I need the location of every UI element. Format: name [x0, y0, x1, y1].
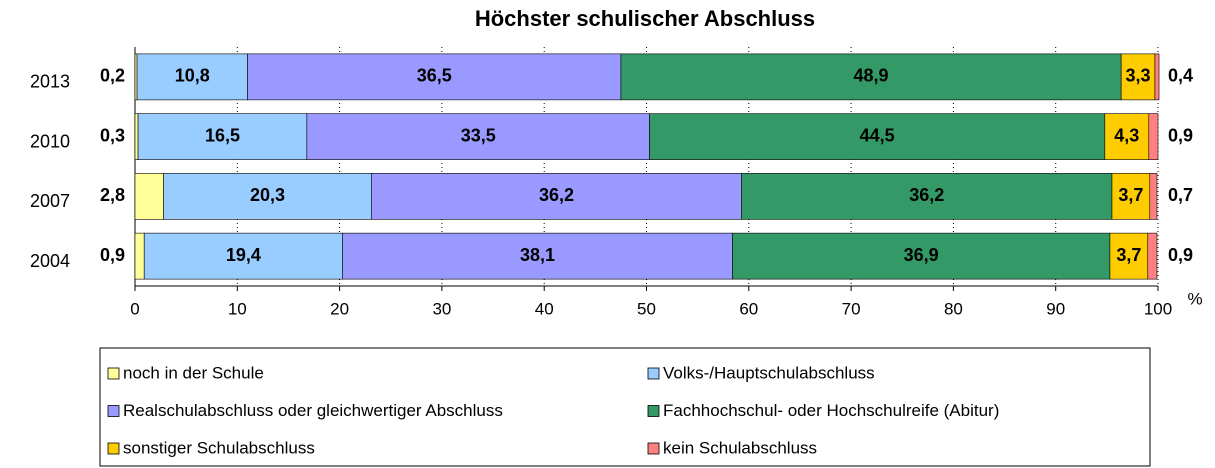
legend-swatch [647, 367, 660, 380]
x-tick-label: 80 [944, 299, 963, 318]
data-label: 33,5 [461, 125, 496, 145]
bar-segment [134, 232, 145, 280]
bar-segment [134, 113, 139, 160]
y-tick-label: 2013 [30, 72, 70, 92]
bar-segment [1120, 53, 1156, 101]
data-label: 0,3 [100, 125, 125, 145]
legend-swatch [107, 405, 120, 417]
legend [99, 347, 1151, 467]
bar-segment [1111, 173, 1151, 220]
bar-segment [1149, 173, 1158, 220]
bar-segment [1104, 113, 1150, 160]
legend-swatch [647, 442, 660, 455]
bar-segment [649, 113, 1106, 160]
bar-segment [137, 113, 308, 160]
x-tick-label: 60 [739, 299, 758, 318]
bar-segment [732, 232, 1111, 280]
data-label: 0,9 [100, 245, 125, 265]
bar-segment [143, 232, 343, 280]
y-tick-label: 2007 [30, 191, 70, 211]
data-label: 19,4 [226, 245, 261, 265]
x-tick-label: 10 [228, 299, 247, 318]
data-label: 0,7 [1168, 185, 1193, 205]
data-label: 48,9 [854, 66, 889, 86]
legend-label: sonstiger Schulabschluss [123, 438, 315, 457]
y-tick-label: 2010 [30, 131, 70, 151]
bar-segment [1147, 232, 1158, 280]
data-label: 2,8 [100, 185, 125, 205]
legend-label: Volks-/Hauptschulabschluss [663, 363, 875, 382]
bar-segment [134, 173, 164, 220]
bar-segment [247, 53, 622, 101]
legend-swatch [107, 442, 120, 455]
legend-label: Fachhochschul- oder Hochschulreife (Abit… [663, 401, 999, 420]
x-axis-label: % [1187, 289, 1202, 308]
bar-segment [741, 173, 1113, 220]
data-label: 10,8 [175, 66, 210, 86]
data-label: 44,5 [860, 125, 895, 145]
data-label: 0,2 [100, 66, 125, 86]
data-label: 16,5 [205, 125, 240, 145]
legend-label: noch in der Schule [123, 363, 264, 382]
x-tick-label: 50 [637, 299, 656, 318]
data-label: 0,9 [1168, 245, 1193, 265]
data-label: 3,7 [1116, 245, 1141, 265]
x-tick-label: 30 [432, 299, 451, 318]
bar-segment [371, 173, 742, 220]
x-tick-label: 20 [330, 299, 349, 318]
x-tick-label: 0 [130, 299, 139, 318]
chart-title: Höchster schulischer Abschluss [475, 6, 815, 31]
data-label: 0,9 [1168, 125, 1193, 145]
bar-segment [134, 53, 138, 101]
data-label: 36,9 [904, 245, 939, 265]
bar-segment [1148, 113, 1159, 160]
legend-swatch [647, 405, 660, 417]
bar-segment [620, 53, 1122, 101]
data-label: 20,3 [250, 185, 285, 205]
data-label: 4,3 [1114, 125, 1139, 145]
data-label: 0,4 [1168, 66, 1193, 86]
data-label: 38,1 [520, 245, 555, 265]
data-label: 36,5 [417, 66, 452, 86]
x-tick-label: 40 [535, 299, 554, 318]
legend-label: kein Schulabschluss [663, 438, 817, 457]
bar-segment [1109, 232, 1149, 280]
x-tick-label: 100 [1144, 299, 1172, 318]
data-label: 36,2 [539, 185, 574, 205]
bar-segment [136, 53, 248, 101]
bar-segment [342, 232, 733, 280]
legend-label: Realschulabschluss oder gleichwertiger A… [123, 401, 503, 420]
data-label: 36,2 [909, 185, 944, 205]
bar-segment [306, 113, 650, 160]
y-tick-label: 2004 [30, 251, 70, 271]
x-tick-label: 70 [842, 299, 861, 318]
bar-segment [163, 173, 372, 220]
legend-swatch [107, 367, 120, 380]
x-tick-label: 90 [1046, 299, 1065, 318]
data-label: 3,7 [1118, 185, 1143, 205]
data-label: 3,3 [1126, 66, 1151, 86]
bar-segment [1154, 53, 1160, 101]
